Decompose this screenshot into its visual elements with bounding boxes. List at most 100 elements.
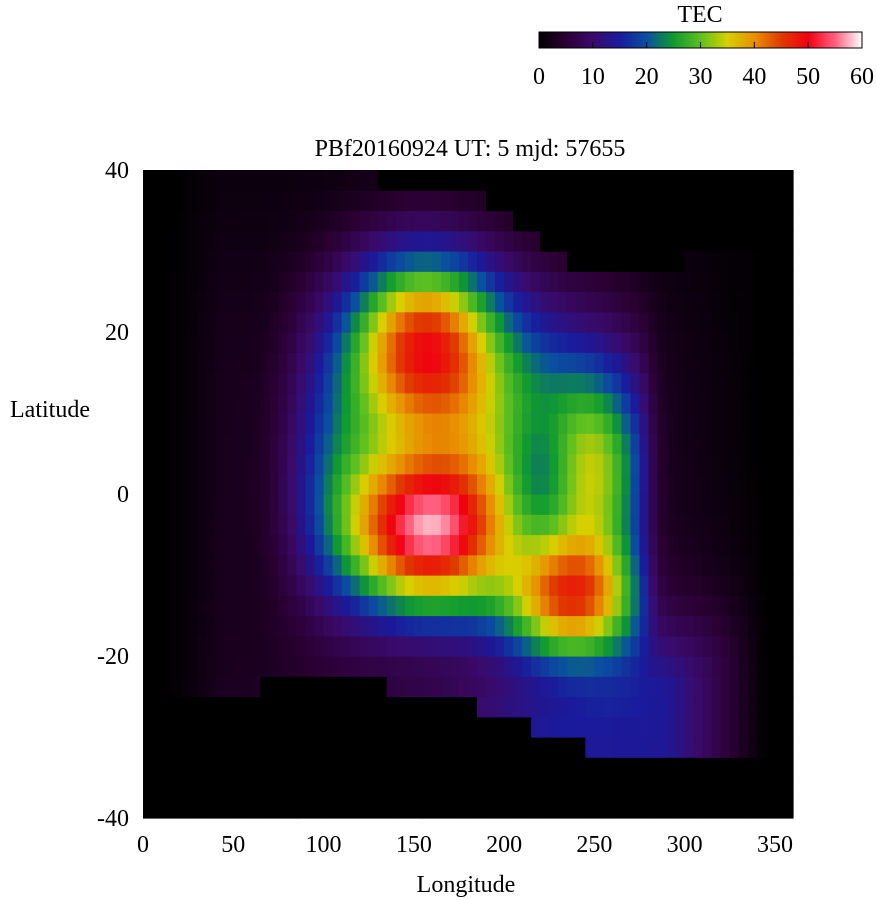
heatmap-cell [368,453,379,475]
heatmap-cell [549,473,559,495]
heatmap-cell [621,311,632,333]
heatmap-cell [215,332,225,353]
heatmap-cell [477,656,487,677]
heatmap-cell [224,251,234,272]
heatmap-cell [314,716,325,738]
heatmap-cell [648,332,659,353]
heatmap-cell [711,170,722,191]
heatmap-cell [504,473,514,495]
heatmap-cell [215,251,225,272]
heatmap-cell [206,413,216,434]
heatmap-cell [486,210,496,232]
heatmap-cell [495,575,505,596]
heatmap-cell [404,494,415,515]
heatmap-cell [341,777,352,799]
heatmap-cell [756,311,767,333]
heatmap-cell [657,534,668,556]
heatmap-cell [152,696,162,718]
x-axis-ticks: 0 50 100 150 200 250 300 350 [137,832,793,858]
heatmap-cell [504,170,514,191]
heatmap-cell [296,797,307,819]
heatmap-cell [422,716,433,738]
heatmap-cell [774,251,785,272]
heatmap-cell [170,554,180,576]
heatmap-cell [720,372,731,394]
heatmap-cell [567,514,577,536]
heatmap-cell [639,737,650,758]
heatmap-cell [657,413,668,434]
heatmap-cell [639,392,650,414]
heatmap-cell [350,534,361,556]
heatmap-cell [585,696,595,718]
heatmap-cell [666,595,677,617]
heatmap-cell [774,311,785,333]
heatmap-cell [224,291,234,313]
heatmap-cell [702,575,713,596]
heatmap-cell [242,251,252,272]
heatmap-cell [179,514,189,536]
heatmap-cell [170,534,180,556]
heatmap-cell [765,757,776,779]
heatmap-cell [242,656,252,677]
heatmap-cell [702,696,713,718]
heatmap-cell [323,696,334,718]
heatmap-cell [612,716,623,738]
heatmap-cell [585,676,595,698]
heatmap-cell [594,757,605,779]
heatmap-cell [513,534,523,556]
heatmap-cell [549,595,559,617]
heatmap-cell [558,311,568,333]
heatmap-cell [296,514,307,536]
heatmap-cell [747,473,758,495]
heatmap-cell [305,635,316,657]
heatmap-cell [585,453,595,475]
heatmap-cell [368,696,379,718]
heatmap-cell [747,635,758,657]
heatmap-cell [558,615,568,637]
heatmap-cell [260,575,270,596]
heatmap-cell [305,230,316,252]
heatmap-cell [765,777,776,799]
heatmap-cell [341,554,352,576]
heatmap-cell [197,251,207,272]
heatmap-cell [332,595,343,617]
heatmap-cell [206,372,216,394]
heatmap-cell [206,271,216,293]
heatmap-cell [549,392,559,414]
heatmap-cell [630,737,641,758]
heatmap-cell [152,332,162,353]
heatmap-cell [738,575,749,596]
heatmap-cell [368,392,379,414]
heatmap-cell [738,352,749,374]
heatmap-cell [675,291,686,313]
heatmap-cell [720,453,731,475]
heatmap-cell [666,635,677,657]
heatmap-cell [332,352,343,374]
heatmap-cell [197,797,207,819]
heatmap-cell [224,595,234,617]
heatmap-cell [549,554,559,576]
heatmap-cell [143,453,153,475]
heatmap-cell [738,291,749,313]
heatmap-cell [612,615,623,637]
heatmap-cell [504,514,514,536]
heatmap-cell [711,413,722,434]
heatmap-cell [594,413,605,434]
heatmap-cell [477,494,487,515]
heatmap-cell [675,311,686,333]
heatmap-cell [603,453,614,475]
heatmap-cell [675,534,686,556]
heatmap-cell [224,737,234,758]
heatmap-cell [720,575,731,596]
heatmap-cell [594,170,605,191]
heatmap-cell [161,291,171,313]
heatmap-cell [657,777,668,799]
heatmap-cell [594,716,605,738]
heatmap-cell [684,352,695,374]
heatmap-cell [359,554,370,576]
heatmap-cell [630,473,641,495]
heatmap-cell [702,230,713,252]
heatmap-cell [666,716,677,738]
heatmap-cell [603,170,614,191]
heatmap-cell [377,757,388,779]
